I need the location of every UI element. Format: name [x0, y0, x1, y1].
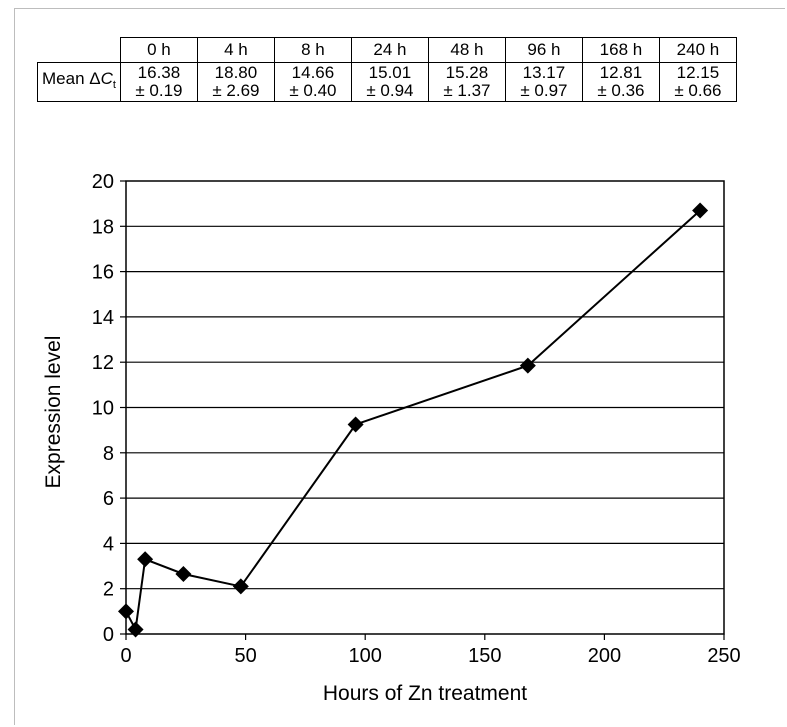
y-axis-ticks: 0 2 4 6 8 10 12 14 16 18 20: [92, 171, 126, 646]
table-row-label: Mean ΔCt: [37, 62, 121, 102]
table-cell: 15.28 ± 1.37: [427, 62, 506, 102]
mean-value: 15.28: [445, 63, 489, 82]
y-tick-label: 14: [92, 307, 114, 329]
mean-value: 14.66: [291, 63, 335, 82]
mean-value: 12.15: [676, 63, 720, 82]
sd-value: ± 0.66: [674, 81, 722, 100]
table-cell: 14.66 ± 0.40: [273, 62, 352, 102]
y-tick-label: 4: [103, 533, 114, 555]
data-point-marker: [175, 565, 192, 582]
mean-value: 18.80: [214, 63, 258, 82]
table-header-cell: 48 h: [427, 37, 506, 63]
sd-value: ± 0.94: [366, 81, 414, 100]
sd-value: ± 0.36: [597, 81, 645, 100]
table-cell: 13.17 ± 0.97: [504, 62, 583, 102]
y-tick-label: 8: [103, 443, 114, 465]
mean-value: 16.38: [137, 63, 181, 82]
mean-value: 12.81: [599, 63, 643, 82]
data-markers: [118, 202, 709, 638]
y-tick-label: 2: [103, 579, 114, 601]
table-row: Mean ΔCt 16.38 ± 0.19 18.80 ± 2.69 14.66 ± …: [37, 62, 737, 102]
y-tick-label: 18: [92, 216, 114, 238]
table-cell: 16.38 ± 0.19: [119, 62, 198, 102]
sd-value: ± 0.19: [135, 81, 183, 100]
table-cell: 15.01 ± 0.94: [350, 62, 429, 102]
data-point-marker: [127, 621, 144, 638]
table-cell: 18.80 ± 2.69: [196, 62, 275, 102]
figure-frame: [14, 8, 785, 725]
table-header-cell: 96 h: [504, 37, 583, 63]
table-header-cell: 4 h: [196, 37, 275, 63]
data-point-marker: [519, 357, 536, 374]
y-tick-label: 0: [103, 624, 114, 646]
y-axis-label: Expression level: [42, 336, 65, 489]
table-cell: 12.15 ± 0.66: [658, 62, 737, 102]
row-label-sub: t: [112, 79, 116, 91]
x-tick-label: 250: [707, 645, 740, 667]
row-label-var: C: [100, 69, 113, 88]
table-header-cell: 24 h: [350, 37, 429, 63]
y-tick-label: 12: [92, 352, 114, 374]
y-tick-label: 6: [103, 488, 114, 510]
y-tick-label: 20: [92, 171, 114, 193]
table-header-cell: 168 h: [581, 37, 660, 63]
series-line: [125, 209, 701, 633]
sd-value: ± 0.97: [520, 81, 568, 100]
y-tick-label: 10: [92, 398, 114, 420]
sd-value: ± 1.37: [443, 81, 491, 100]
table-header-cell: 0 h: [119, 37, 198, 63]
data-point-marker: [118, 603, 134, 620]
gridlines: [126, 225, 724, 590]
data-point-marker: [137, 551, 154, 568]
x-axis-label: Hours of Zn treatment: [323, 682, 527, 705]
x-tick-label: 200: [588, 645, 621, 667]
x-tick-label: 100: [349, 645, 382, 667]
table-header-cell: 240 h: [658, 37, 737, 63]
x-tick-label: 50: [234, 645, 256, 667]
sd-value: ± 0.40: [289, 81, 337, 100]
x-tick-label: 0: [120, 645, 131, 667]
row-label-text: Mean Δ: [42, 69, 101, 88]
data-point-marker: [232, 578, 249, 595]
delta-ct-table: 0 h 4 h 8 h 24 h 48 h 96 h 168 h 240 h M…: [37, 37, 737, 102]
x-tick-label: 150: [468, 645, 501, 667]
sd-value: ± 2.69: [212, 81, 260, 100]
y-tick-label: 16: [92, 262, 114, 284]
table-header-row: 0 h 4 h 8 h 24 h 48 h 96 h 168 h 240 h: [38, 37, 737, 63]
x-axis-ticks: 0 50 100 150 200 250: [120, 634, 741, 667]
data-point-marker: [347, 416, 364, 433]
mean-value: 15.01: [368, 63, 412, 82]
data-point-marker: [692, 202, 709, 219]
mean-value: 13.17: [522, 63, 566, 82]
